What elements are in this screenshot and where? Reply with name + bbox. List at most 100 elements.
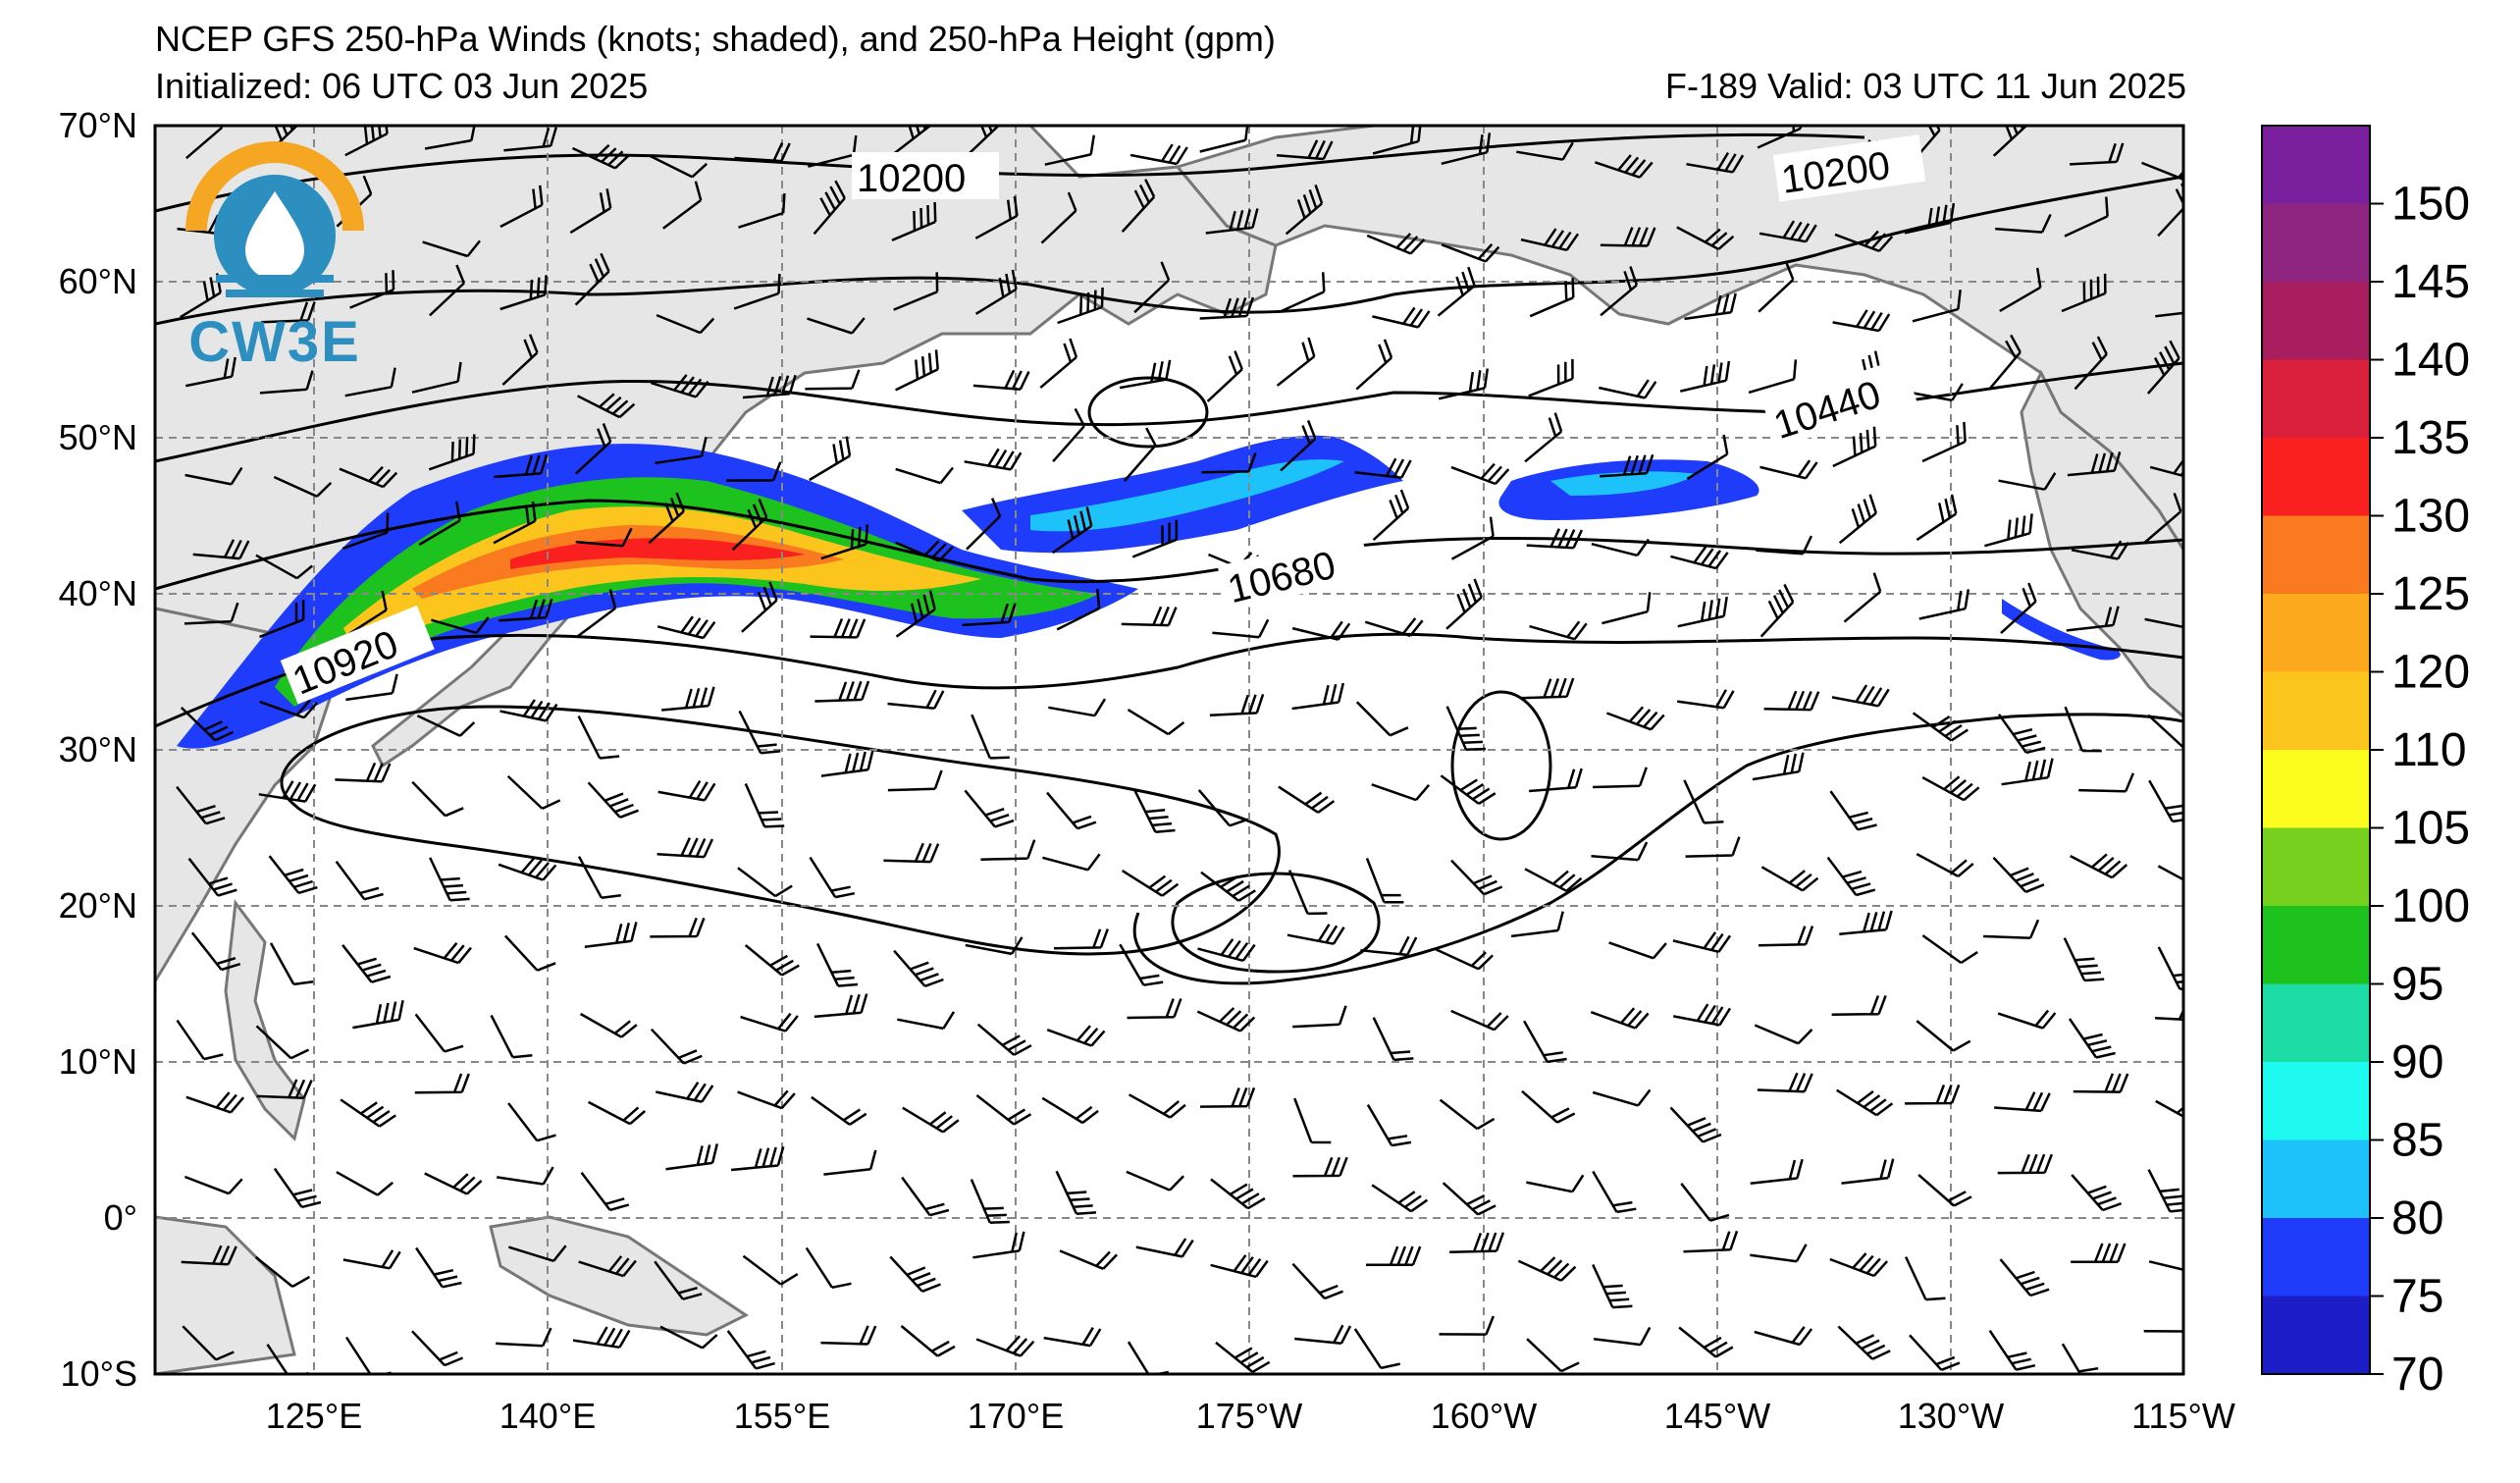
wind-barb: [1200, 871, 1256, 902]
wind-barb: [2061, 1343, 2102, 1374]
colorbar-label: 110: [2391, 724, 2467, 776]
wind-barb: [813, 180, 846, 236]
wind-barb: [1119, 943, 1164, 986]
wind-barb: [572, 1326, 631, 1350]
wind-barb: [1754, 1326, 1813, 1347]
land-new-guinea: [489, 1215, 749, 1337]
wind-barb: [1196, 1007, 1256, 1033]
wind-barb: [965, 936, 1024, 956]
wind-barb: [273, 475, 333, 498]
lon-label: 145°W: [1664, 1396, 1770, 1436]
wind-barb: [1917, 1173, 1972, 1207]
wind-barb: [1209, 694, 1265, 717]
wind-barb: [411, 780, 464, 818]
wind-barb: [649, 154, 709, 179]
colorbar-label: 125: [2391, 568, 2470, 620]
lat-label: 10°S: [61, 1353, 137, 1394]
wind-barb: [1984, 513, 2033, 548]
wind-barb: [1135, 1238, 1194, 1258]
wind-barb: [2071, 1174, 2123, 1212]
wind-barb: [964, 789, 1015, 828]
wind-barb: [893, 272, 939, 311]
contour-10680: [155, 499, 2183, 591]
wind-barb: [414, 1073, 470, 1094]
wind-barb: [342, 1249, 401, 1270]
wind-barb: [349, 270, 395, 309]
wind-barb: [805, 1246, 852, 1290]
wind-barb: [1437, 266, 1476, 317]
wind-barb: [807, 317, 866, 335]
wind-barb: [734, 141, 791, 163]
wind-barb: [820, 1325, 877, 1346]
wind-barb: [650, 917, 706, 938]
wind-barb: [577, 715, 620, 760]
wind-barb: [887, 689, 945, 711]
wind-barb: [575, 527, 633, 548]
wind-barb: [809, 436, 852, 482]
lat-label: 50°N: [59, 417, 137, 457]
wind-barb: [1834, 230, 1894, 252]
wind-barb: [2070, 142, 2125, 166]
colorbar-swatch: [2262, 906, 2370, 984]
wind-barb: [1517, 1256, 1577, 1282]
lon-label: 125°E: [266, 1396, 362, 1436]
wind-barb: [1372, 126, 1422, 155]
jet-west-red: [510, 538, 805, 569]
wind-barb: [662, 181, 703, 230]
wind-barb: [1197, 789, 1249, 827]
wind-barb: [895, 466, 954, 485]
wind-barb: [970, 1179, 1010, 1224]
wind-barb: [577, 856, 621, 900]
wind-barb: [1983, 919, 2040, 939]
wind-barb: [1291, 1262, 1343, 1300]
wind-barb: [2147, 1169, 2183, 1213]
wind-barb: [1119, 359, 1172, 390]
wind-barb: [1526, 1174, 1585, 1193]
wind-barb: [1992, 126, 2028, 157]
contour-10200: [155, 175, 2183, 326]
wind-barb: [1997, 1153, 2053, 1175]
wind-barb: [980, 839, 1036, 861]
contour-label-bg: [280, 605, 435, 705]
wind-barb: [569, 188, 612, 235]
wind-barb: [1286, 924, 1345, 945]
wind-barb: [742, 1254, 799, 1286]
lon-label: 160°W: [1431, 1396, 1537, 1436]
wind-barb: [661, 686, 715, 712]
wind-barb: [341, 512, 390, 550]
wind-barb: [2155, 311, 2183, 318]
wind-barb: [966, 498, 1002, 551]
header: NCEP GFS 250-hPa Winds (knots; shaded), …: [0, 0, 2520, 128]
colorbar-swatch: [2262, 1296, 2370, 1375]
wind-barb: [416, 715, 476, 737]
colorbar-swatch: [2262, 515, 2370, 595]
wind-barb: [176, 785, 226, 825]
wind-barb: [657, 779, 716, 802]
wind-barb: [901, 1176, 950, 1217]
wind-barb: [820, 750, 874, 777]
wind-barb: [180, 707, 235, 742]
wind-barb: [1126, 1170, 1184, 1192]
wind-barb: [1199, 126, 1249, 153]
contour-label: 10200: [857, 157, 966, 200]
wind-barb: [1052, 407, 1086, 463]
contour-high-central: [1171, 872, 1381, 974]
wind-barb: [744, 944, 800, 977]
wind-barb: [1591, 841, 1649, 862]
wind-barb: [1677, 596, 1728, 628]
wind-barb: [1048, 698, 1107, 717]
wind-barb: [1044, 134, 1096, 166]
wind-barb: [1450, 462, 1510, 486]
wind-barb: [665, 1143, 719, 1171]
wind-barb: [731, 499, 768, 552]
contour-closed-low: [1087, 376, 1209, 449]
wind-barb: [259, 600, 305, 639]
wind-barb: [744, 782, 785, 828]
contour-label-bg: [1772, 134, 1926, 202]
wind-barb: [814, 680, 870, 703]
wind-barb: [659, 1325, 718, 1350]
wind-barb: [190, 931, 241, 972]
wind-barb: [1526, 528, 1584, 550]
wind-barb: [185, 1091, 245, 1114]
wind-barb: [1600, 453, 1654, 478]
